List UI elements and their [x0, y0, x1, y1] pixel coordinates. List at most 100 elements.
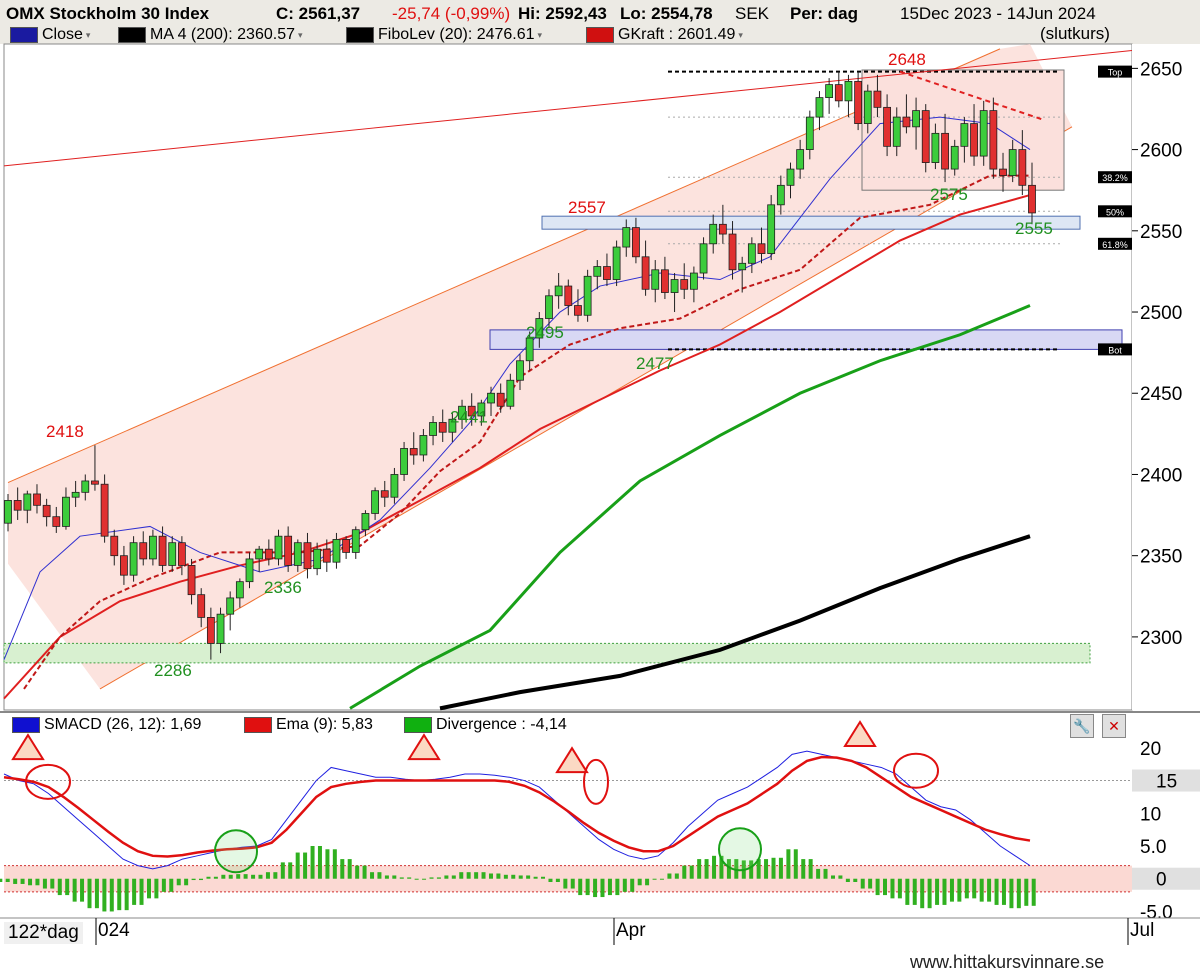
candle-body: [293, 542, 302, 566]
candle-body: [738, 262, 747, 271]
divergence-bar: [117, 878, 122, 911]
green-circle-marker: [214, 829, 258, 874]
red-circle-marker: [893, 752, 939, 789]
fibo-tag-label: 38.2%: [1102, 173, 1128, 183]
candle-body: [197, 594, 206, 618]
candle-body: [52, 516, 61, 527]
divergence-bar: [50, 878, 55, 889]
legend-divergence[interactable]: Divergence : -4,14: [404, 715, 567, 735]
divergence-bar: [659, 878, 664, 880]
divergence-bar: [503, 874, 508, 879]
candle-body: [390, 474, 399, 498]
indicator-header: [0, 712, 1200, 738]
divergence-bar: [124, 878, 129, 911]
divergence-bar: [251, 874, 256, 879]
price-tick-label: 2400: [1140, 465, 1182, 486]
legend-smacd[interactable]: SMACD (26, 12): 1,69: [12, 715, 201, 735]
legend-fibolev-label: FiboLev (20): 2476.61: [378, 26, 535, 43]
candles: [4, 71, 1036, 660]
divergence-bar: [191, 878, 196, 881]
legend-smacd-label: SMACD (26, 12): 1,69: [44, 716, 202, 733]
candle-body: [622, 227, 631, 248]
divergence-bar: [161, 878, 166, 892]
close-line: [3, 116, 1031, 660]
divergence-bar: [109, 878, 114, 912]
divergence-bar: [169, 878, 174, 892]
fibo-tag: [1098, 343, 1132, 356]
support-zone-blue: [489, 329, 1123, 350]
divergence-bar: [778, 857, 783, 879]
candle-body: [303, 542, 312, 570]
candle-body: [892, 116, 901, 147]
divergence-bar: [771, 857, 776, 879]
red-circle-marker: [583, 758, 609, 805]
candle-body: [776, 184, 785, 206]
wrench-icon[interactable]: 🔧: [1070, 714, 1094, 738]
divergence-bar: [340, 859, 345, 879]
ma-red-line: [3, 194, 1031, 700]
candle-body: [989, 110, 998, 170]
candle-body: [23, 493, 32, 511]
candle-body: [496, 392, 505, 407]
legend-gkraft-label: GKraft : 2601.49: [618, 26, 736, 43]
candle-body: [632, 227, 640, 258]
indicator-tick-label: 0: [1156, 870, 1167, 891]
fibo-tag-label: 50%: [1106, 207, 1124, 217]
divergence-bar: [414, 878, 419, 880]
ema-swatch: [244, 717, 272, 733]
candle-body: [863, 90, 872, 124]
x-axis: [0, 918, 1132, 948]
divergence-bar: [875, 878, 880, 896]
divergence-bar: [303, 852, 308, 879]
candle-body: [1008, 149, 1017, 176]
legend-ema[interactable]: Ema (9): 5,83: [244, 715, 373, 735]
candle-body: [313, 548, 322, 570]
divergence-bar: [466, 872, 471, 879]
legend-ma[interactable]: MA 4 (200): 2360.57 ▾: [118, 26, 303, 44]
divergence-bar: [370, 872, 375, 879]
divergence-bar: [20, 878, 25, 884]
close-icon[interactable]: ✕: [1102, 714, 1126, 738]
legend-fibolev[interactable]: FiboLev (20): 2476.61 ▾: [346, 26, 542, 44]
divergence-bar: [816, 868, 821, 879]
red-circle-marker: [25, 763, 71, 800]
candle-body: [680, 279, 689, 290]
divergence-bar: [749, 860, 754, 879]
ma-green-line: [349, 304, 1031, 710]
divergence-bar: [890, 878, 895, 899]
divergence-bar: [496, 873, 501, 879]
legend-close[interactable]: Close ▾: [10, 26, 90, 44]
candle-body: [689, 272, 698, 290]
sell-signal-triangle: [843, 720, 877, 747]
close-type-label: (slutkurs): [1040, 24, 1110, 43]
divergence-bar: [712, 855, 717, 879]
dropdown-icon[interactable]: ▾: [738, 29, 743, 40]
divergence-bar: [258, 874, 263, 879]
candle-body: [603, 266, 611, 280]
fibolev-swatch: [346, 27, 374, 43]
divergence-bar: [399, 877, 404, 879]
dropdown-icon[interactable]: ▾: [537, 29, 543, 40]
price-annotation: 2555: [1015, 219, 1053, 238]
ma200-line: [439, 534, 1031, 711]
divergence-bar: [444, 875, 449, 879]
candle-body: [139, 542, 148, 560]
divergence-bar: [407, 877, 412, 879]
green-circle-marker: [718, 827, 762, 872]
dropdown-icon[interactable]: ▾: [297, 29, 303, 40]
indicator-tick-label: 10: [1140, 804, 1161, 825]
divergence-bar: [65, 878, 70, 896]
candle-body: [487, 392, 495, 404]
candle-body: [525, 337, 534, 362]
divergence-bar: [1024, 878, 1029, 906]
price-tick-label: 2300: [1140, 628, 1182, 649]
candle-body: [129, 542, 138, 576]
candle-body: [709, 223, 718, 245]
legend-gkraft[interactable]: GKraft : 2601.49 ▾: [586, 26, 743, 44]
divergence-bar: [808, 859, 813, 879]
candle-body: [564, 285, 573, 306]
dropdown-icon[interactable]: ▾: [85, 29, 91, 40]
candle-body: [554, 285, 563, 297]
divergence-bar: [674, 873, 679, 879]
